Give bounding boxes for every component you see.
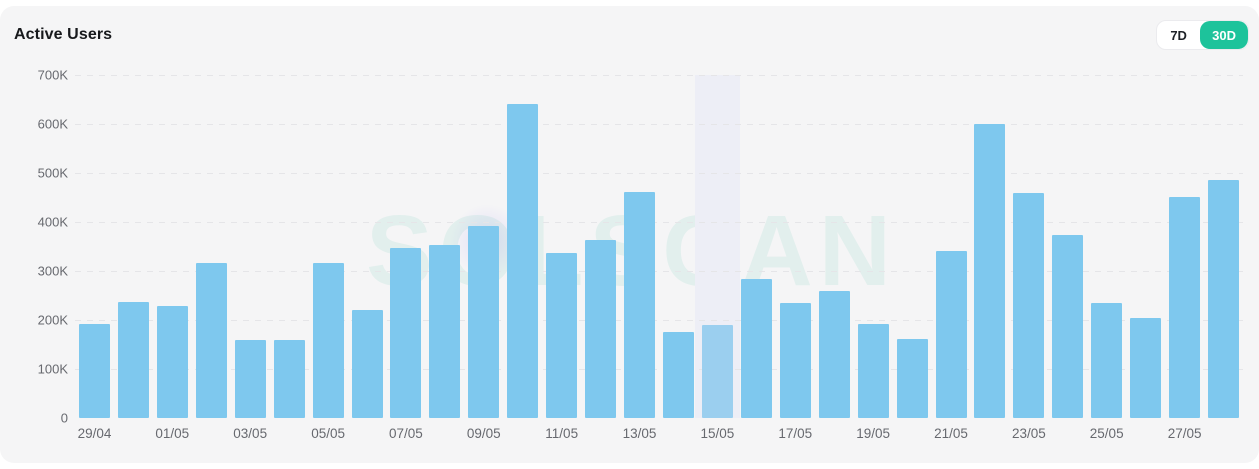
bar[interactable] — [429, 245, 461, 418]
x-axis-label: 11/05 — [545, 426, 579, 441]
bar[interactable] — [818, 291, 850, 418]
bar[interactable] — [1208, 179, 1239, 418]
gridline — [75, 320, 1243, 321]
bar[interactable] — [740, 279, 772, 418]
x-axis-label: 19/05 — [856, 426, 890, 441]
bar[interactable] — [117, 301, 149, 418]
bar[interactable] — [79, 323, 110, 418]
bar[interactable] — [779, 303, 811, 418]
bar[interactable] — [701, 324, 733, 418]
bar[interactable] — [1130, 317, 1162, 419]
gridline — [75, 369, 1243, 370]
x-axis-label: 05/05 — [311, 426, 345, 441]
bar[interactable] — [1091, 303, 1123, 418]
x-axis-label: 21/05 — [934, 426, 968, 441]
y-axis-label: 100K — [37, 361, 68, 377]
y-axis-label: 200K — [37, 312, 68, 328]
range-30d-button[interactable]: 30D — [1200, 21, 1248, 49]
bar[interactable] — [273, 340, 305, 418]
x-axis-label: 25/05 — [1089, 426, 1124, 441]
y-axis-label: 400K — [37, 214, 68, 230]
y-axis-label: 0 — [60, 410, 68, 426]
bar[interactable] — [312, 262, 344, 418]
x-axis-label: 29/04 — [77, 426, 112, 441]
active-users-chart: SOLSCAN 0100K200K300K400K500K600K700K29/… — [0, 6, 1259, 463]
x-axis-label: 01/05 — [155, 426, 190, 441]
chart-title: Active Users — [14, 26, 113, 43]
x-axis-label: 23/05 — [1011, 426, 1046, 441]
x-axis-label: 07/05 — [388, 426, 423, 441]
y-axis-label: 700K — [37, 67, 68, 83]
bar[interactable] — [234, 340, 266, 418]
bar[interactable] — [857, 323, 889, 418]
bar[interactable] — [195, 262, 227, 418]
x-axis-label: 17/05 — [778, 426, 813, 441]
active-users-card: SOLSCAN 0100K200K300K400K500K600K700K29/… — [0, 6, 1259, 463]
bar[interactable] — [351, 310, 383, 418]
range-7d-button[interactable]: 7D — [1157, 21, 1200, 49]
gridline — [75, 222, 1243, 223]
bar[interactable] — [585, 240, 617, 418]
bar[interactable] — [468, 225, 500, 418]
x-axis-label: 15/05 — [700, 426, 735, 441]
gridline — [75, 173, 1243, 174]
bar[interactable] — [507, 103, 539, 418]
bar[interactable] — [156, 305, 188, 418]
bar[interactable] — [663, 331, 694, 418]
x-axis-label: 09/05 — [466, 426, 501, 441]
bar[interactable] — [1052, 235, 1084, 418]
y-axis-label: 500K — [37, 165, 68, 181]
bar[interactable] — [1169, 197, 1201, 418]
bar[interactable] — [624, 192, 655, 418]
gridline — [75, 75, 1243, 76]
bar[interactable] — [390, 247, 422, 418]
x-axis-label: 03/05 — [233, 426, 268, 441]
y-axis-label: 300K — [37, 263, 68, 279]
x-axis-label: 27/05 — [1167, 426, 1202, 441]
gridline — [75, 271, 1243, 272]
bar[interactable] — [974, 124, 1006, 418]
x-axis-label: 13/05 — [622, 426, 657, 441]
bar[interactable] — [896, 338, 928, 418]
bar[interactable] — [1013, 192, 1045, 418]
range-toggle: 7D 30D — [1156, 20, 1249, 50]
bar[interactable] — [546, 252, 578, 418]
bar[interactable] — [935, 251, 967, 418]
gridline — [75, 124, 1243, 125]
y-axis-label: 600K — [37, 116, 68, 132]
